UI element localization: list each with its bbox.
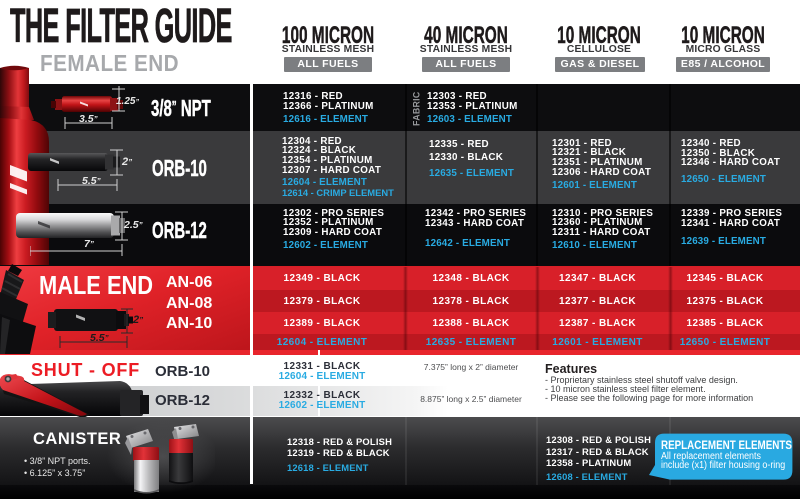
svg-text:FABRIC: FABRIC xyxy=(412,92,422,126)
